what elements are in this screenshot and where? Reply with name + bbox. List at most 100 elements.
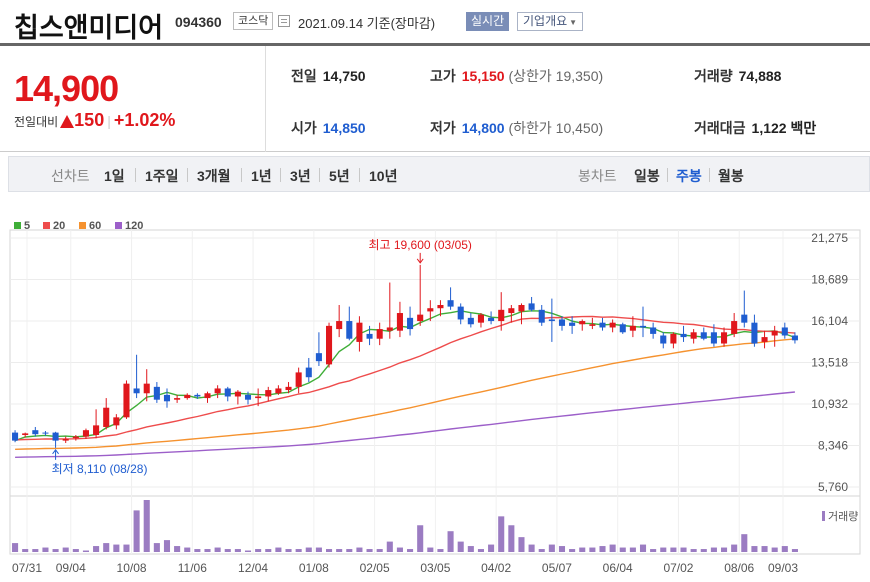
candle-body <box>72 436 79 439</box>
volume-bar <box>690 549 697 552</box>
candle-daily[interactable]: 일봉 <box>634 168 660 184</box>
candle-body <box>538 309 545 323</box>
candle-body <box>771 330 778 336</box>
company-name: 칩스앤미디어 <box>14 13 164 43</box>
candle-body <box>366 333 373 339</box>
volume-bar <box>113 544 120 552</box>
x-tick-label: 11/06 <box>178 561 207 575</box>
volume-bar <box>761 546 768 552</box>
candle-body <box>315 353 322 362</box>
ma-line-120 <box>15 391 795 458</box>
volume-bar <box>629 547 636 552</box>
period-5year[interactable]: 5년 <box>329 168 350 184</box>
amount-stat: 거래대금 1,122 백만 <box>694 118 816 138</box>
company-info-button[interactable]: 기업개요 ▼ <box>517 12 584 31</box>
volume-bar <box>386 541 393 552</box>
candle-weekly[interactable]: 주봉 <box>676 168 702 184</box>
volume-bar <box>204 549 211 552</box>
annotations: 최고 19,600 (03/05) 최저 8,110 (08/28) <box>52 238 472 476</box>
candle-body <box>558 319 566 326</box>
change-separator: | <box>107 113 111 129</box>
volume-bar <box>498 516 505 552</box>
y-tick-label: 13,518 <box>811 355 848 369</box>
legend-label: 120 <box>125 220 143 232</box>
realtime-button[interactable]: 실시간 <box>466 12 510 31</box>
candle-body <box>589 324 596 326</box>
candle-body <box>660 335 667 344</box>
line-chart-label: 선차트 <box>51 168 90 184</box>
candle-body <box>174 398 181 400</box>
volume-bar <box>477 549 484 552</box>
volume-bar <box>255 549 262 552</box>
candle-body <box>346 321 353 339</box>
volume-bar <box>275 547 282 552</box>
x-tick-label: 01/08 <box>299 561 329 575</box>
candle-body <box>467 317 474 325</box>
candle-body <box>244 394 252 400</box>
volume-bar <box>123 544 130 552</box>
y-tick-label: 8,346 <box>818 438 848 452</box>
volume-bar <box>467 546 474 552</box>
volume-bar <box>346 549 353 552</box>
candle-body <box>62 439 69 441</box>
candle-body <box>639 325 647 328</box>
calendar-icon <box>278 15 290 27</box>
candle-chart-label: 봉차트 <box>578 168 617 184</box>
candle-body <box>82 430 89 437</box>
volume-bar <box>42 547 49 552</box>
candle-body <box>407 317 414 330</box>
x-tick-label: 03/05 <box>420 561 450 575</box>
candle-body <box>163 394 171 402</box>
volume-bar <box>22 549 29 552</box>
period-bar: 선차트 1일 1주일 3개월 1년 3년 5년 10년 봉차트 일봉 주봉 월봉 <box>8 156 870 192</box>
volume-value: 74,888 <box>738 68 782 84</box>
volume-bar <box>234 549 241 552</box>
prev-close-label: 전일 <box>291 68 317 84</box>
volume-bar <box>609 544 616 552</box>
candle-body <box>791 335 798 341</box>
candle-body <box>396 313 403 331</box>
period-1year[interactable]: 1년 <box>251 168 272 184</box>
y-tick-label: 5,760 <box>818 480 848 494</box>
period-10year[interactable]: 10년 <box>369 168 398 184</box>
period-1day[interactable]: 1일 <box>104 168 125 184</box>
change-row: 전일대비 150 | +1.02% <box>14 110 175 131</box>
low-stat: 저가 14,800 (하한가 10,450) <box>430 118 603 138</box>
volume-bar <box>670 547 677 552</box>
candle-body <box>12 432 19 441</box>
y-tick-label: 21,275 <box>811 231 848 245</box>
period-separator <box>135 168 136 182</box>
volume-bar <box>579 547 586 552</box>
candle-body <box>32 430 39 435</box>
legend-swatch <box>14 222 21 229</box>
period-separator <box>709 168 710 182</box>
amount-unit: 백만 <box>790 120 817 136</box>
period-3year[interactable]: 3년 <box>290 168 311 184</box>
volume-bar <box>680 547 687 552</box>
stock-chart[interactable]: 5 20 60 120 21,275 18,689 16,104 13,518 10,932 8… <box>0 200 870 582</box>
volume-bar <box>427 547 434 552</box>
volume-bar <box>660 547 667 552</box>
y-tick-label: 18,689 <box>811 273 848 287</box>
candle-body <box>579 321 586 325</box>
volume-bar <box>356 547 363 552</box>
legend-label: 20 <box>53 220 65 232</box>
open-stat: 시가 14,850 <box>291 118 366 138</box>
period-3month[interactable]: 3개월 <box>197 168 231 184</box>
volume-bar <box>93 546 100 552</box>
candle-body <box>153 386 160 400</box>
candle-body <box>457 306 464 320</box>
market-badge: 코스닥 <box>233 12 274 30</box>
volume-bar <box>214 547 221 552</box>
candle-body <box>761 337 768 342</box>
candle-body <box>336 321 343 330</box>
period-1week[interactable]: 1주일 <box>145 168 179 184</box>
candles <box>12 264 798 448</box>
y-tick-label: 10,932 <box>811 397 848 411</box>
volume-bar <box>457 541 464 552</box>
volume-bar <box>741 534 748 552</box>
volume-bar <box>103 543 110 552</box>
candle-body <box>650 327 657 334</box>
header: 칩스앤미디어 094360 코스닥 2021.09.14 기준(장마감) 실시간… <box>0 0 870 46</box>
candle-monthly[interactable]: 월봉 <box>718 168 744 184</box>
